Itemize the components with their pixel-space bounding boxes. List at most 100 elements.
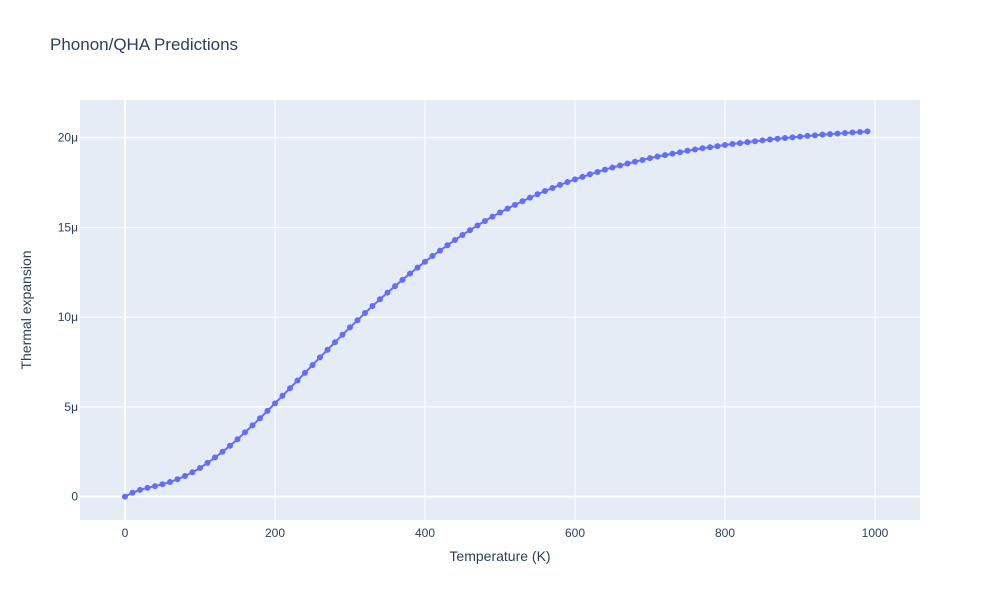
- data-point[interactable]: [204, 459, 211, 466]
- data-point[interactable]: [639, 156, 646, 163]
- data-point[interactable]: [407, 270, 413, 277]
- data-point[interactable]: [617, 162, 623, 169]
- data-point[interactable]: [819, 131, 826, 138]
- data-point[interactable]: [452, 237, 458, 243]
- data-point[interactable]: [414, 264, 421, 271]
- data-point[interactable]: [497, 209, 503, 216]
- data-point[interactable]: [699, 145, 706, 152]
- data-point[interactable]: [317, 354, 323, 361]
- data-point[interactable]: [707, 144, 713, 151]
- data-point[interactable]: [594, 168, 601, 175]
- data-point[interactable]: [752, 138, 758, 145]
- data-point[interactable]: [579, 173, 586, 180]
- data-point[interactable]: [219, 448, 226, 455]
- data-point[interactable]: [459, 231, 466, 238]
- data-point[interactable]: [737, 140, 743, 147]
- data-point[interactable]: [467, 227, 473, 234]
- data-point[interactable]: [759, 137, 766, 144]
- data-point[interactable]: [482, 217, 488, 224]
- data-point[interactable]: [684, 147, 691, 154]
- data-point[interactable]: [197, 464, 203, 471]
- data-point[interactable]: [864, 128, 871, 135]
- data-point[interactable]: [534, 191, 541, 198]
- data-point[interactable]: [654, 153, 661, 160]
- data-point[interactable]: [302, 369, 308, 376]
- data-point[interactable]: [474, 222, 481, 229]
- data-point[interactable]: [827, 131, 833, 138]
- data-point[interactable]: [647, 155, 653, 162]
- data-point[interactable]: [504, 205, 511, 212]
- data-point[interactable]: [602, 166, 608, 173]
- data-point[interactable]: [227, 442, 233, 449]
- data-point[interactable]: [129, 489, 136, 496]
- data-point[interactable]: [572, 176, 578, 183]
- data-point[interactable]: [587, 171, 593, 178]
- data-point[interactable]: [399, 276, 406, 283]
- data-point[interactable]: [437, 247, 443, 254]
- data-point[interactable]: [189, 469, 196, 476]
- data-point[interactable]: [242, 429, 248, 436]
- data-point[interactable]: [797, 133, 803, 140]
- data-point[interactable]: [159, 481, 166, 488]
- data-point[interactable]: [249, 422, 256, 429]
- data-point[interactable]: [744, 139, 751, 146]
- data-point[interactable]: [564, 179, 571, 186]
- data-point[interactable]: [212, 454, 218, 461]
- data-point[interactable]: [122, 493, 128, 500]
- data-point[interactable]: [609, 164, 616, 171]
- data-point[interactable]: [662, 152, 668, 159]
- data-point[interactable]: [857, 128, 863, 135]
- data-point[interactable]: [722, 142, 728, 149]
- data-point[interactable]: [174, 476, 181, 483]
- data-point[interactable]: [339, 331, 346, 338]
- data-point[interactable]: [842, 130, 848, 137]
- data-point[interactable]: [309, 362, 316, 369]
- data-point[interactable]: [279, 392, 286, 399]
- data-point[interactable]: [287, 385, 293, 392]
- data-point[interactable]: [167, 478, 173, 485]
- data-point[interactable]: [377, 296, 383, 303]
- data-point[interactable]: [257, 415, 263, 422]
- data-point[interactable]: [354, 317, 361, 324]
- data-point[interactable]: [774, 135, 781, 142]
- data-point[interactable]: [557, 181, 563, 188]
- data-point[interactable]: [152, 483, 158, 490]
- data-point[interactable]: [347, 324, 353, 331]
- data-point[interactable]: [137, 486, 143, 493]
- data-point[interactable]: [369, 303, 376, 310]
- data-point[interactable]: [324, 346, 331, 353]
- data-point[interactable]: [527, 194, 533, 201]
- data-point[interactable]: [789, 134, 796, 141]
- data-point[interactable]: [182, 473, 188, 480]
- data-point[interactable]: [489, 213, 496, 220]
- data-point[interactable]: [144, 484, 151, 491]
- data-point[interactable]: [849, 129, 856, 136]
- data-point[interactable]: [669, 150, 676, 157]
- data-point[interactable]: [429, 252, 436, 259]
- data-point[interactable]: [384, 289, 391, 296]
- data-point[interactable]: [729, 140, 736, 147]
- data-point[interactable]: [332, 339, 338, 346]
- data-point[interactable]: [444, 242, 451, 249]
- data-point[interactable]: [692, 146, 698, 153]
- data-point[interactable]: [767, 136, 773, 143]
- data-point[interactable]: [804, 132, 811, 139]
- data-point[interactable]: [812, 132, 818, 139]
- data-point[interactable]: [512, 201, 518, 208]
- data-point[interactable]: [714, 143, 721, 150]
- data-point[interactable]: [362, 310, 368, 317]
- data-point[interactable]: [519, 198, 526, 205]
- data-point[interactable]: [392, 283, 398, 290]
- data-point[interactable]: [264, 407, 271, 414]
- data-point[interactable]: [677, 149, 683, 156]
- data-point[interactable]: [272, 400, 278, 407]
- data-point[interactable]: [624, 160, 631, 167]
- data-point[interactable]: [542, 188, 548, 194]
- data-point[interactable]: [549, 184, 556, 191]
- data-point[interactable]: [782, 135, 788, 142]
- data-point[interactable]: [834, 130, 841, 137]
- data-point[interactable]: [422, 258, 428, 265]
- data-point[interactable]: [294, 377, 301, 384]
- data-point[interactable]: [234, 436, 241, 443]
- data-point[interactable]: [632, 158, 638, 165]
